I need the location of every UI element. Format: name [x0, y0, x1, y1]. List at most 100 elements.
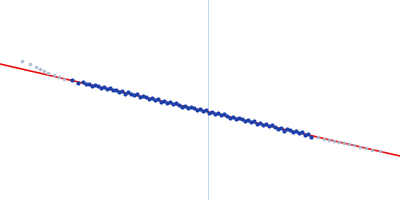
Point	[161, 100, 167, 103]
Point	[61, 77, 67, 80]
Point	[287, 128, 293, 132]
Point	[83, 83, 89, 86]
Point	[104, 88, 110, 91]
Point	[272, 125, 278, 128]
Point	[215, 112, 221, 115]
Point	[284, 128, 290, 131]
Point	[341, 142, 347, 145]
Point	[260, 124, 266, 127]
Point	[321, 137, 327, 140]
Point	[125, 91, 131, 94]
Point	[146, 97, 152, 100]
Point	[290, 130, 296, 133]
Point	[69, 78, 75, 81]
Point	[336, 140, 342, 144]
Point	[346, 143, 352, 146]
Point	[27, 62, 33, 65]
Point	[98, 86, 104, 90]
Point	[263, 123, 269, 126]
Point	[164, 102, 170, 105]
Point	[149, 96, 155, 100]
Point	[143, 95, 149, 98]
Point	[251, 120, 257, 123]
Point	[248, 121, 254, 124]
Point	[116, 91, 122, 94]
Point	[242, 119, 248, 122]
Point	[236, 117, 242, 120]
Point	[107, 86, 113, 90]
Point	[170, 103, 176, 106]
Point	[326, 138, 332, 141]
Point	[299, 131, 305, 134]
Point	[158, 100, 164, 103]
Point	[200, 110, 206, 113]
Point	[56, 76, 62, 79]
Point	[80, 80, 86, 83]
Point	[266, 125, 272, 128]
Point	[212, 113, 218, 116]
Point	[254, 122, 260, 125]
Point	[209, 111, 215, 114]
Point	[257, 122, 263, 125]
Point	[308, 135, 314, 138]
Point	[75, 81, 81, 85]
Point	[154, 97, 161, 101]
Point	[152, 99, 158, 102]
Point	[305, 133, 311, 136]
Point	[140, 95, 146, 98]
Point	[101, 85, 107, 89]
Point	[206, 111, 212, 114]
Point	[179, 105, 185, 108]
Point	[191, 106, 197, 109]
Point	[296, 132, 302, 135]
Point	[122, 92, 128, 95]
Point	[363, 147, 369, 150]
Point	[89, 85, 95, 88]
Point	[173, 102, 179, 105]
Point	[110, 89, 116, 92]
Point	[86, 82, 92, 86]
Point	[224, 114, 230, 117]
Point	[203, 109, 209, 112]
Point	[351, 144, 357, 147]
Point	[239, 117, 245, 120]
Point	[194, 108, 200, 111]
Point	[182, 104, 188, 107]
Point	[119, 90, 125, 93]
Point	[176, 103, 182, 106]
Point	[315, 136, 321, 139]
Point	[275, 127, 281, 130]
Point	[221, 113, 227, 116]
Point	[51, 74, 57, 77]
Point	[269, 124, 275, 127]
Point	[369, 148, 375, 151]
Point	[92, 83, 98, 87]
Point	[281, 129, 287, 132]
Point	[131, 94, 137, 97]
Point	[166, 101, 173, 104]
Point	[188, 106, 194, 109]
Point	[230, 115, 236, 118]
Point	[33, 66, 39, 69]
Point	[41, 70, 47, 73]
Point	[95, 85, 101, 88]
Point	[377, 150, 383, 153]
Point	[197, 107, 203, 111]
Point	[19, 59, 25, 63]
Point	[185, 107, 191, 110]
Point	[134, 93, 140, 96]
Point	[278, 126, 284, 129]
Point	[293, 129, 299, 133]
Point	[227, 116, 233, 119]
Point	[302, 133, 308, 137]
Point	[233, 118, 239, 121]
Point	[137, 96, 143, 99]
Point	[218, 114, 224, 117]
Point	[113, 88, 119, 91]
Point	[245, 118, 251, 122]
Point	[128, 92, 134, 95]
Point	[357, 145, 363, 148]
Point	[37, 68, 43, 71]
Point	[45, 71, 51, 75]
Point	[331, 139, 337, 142]
